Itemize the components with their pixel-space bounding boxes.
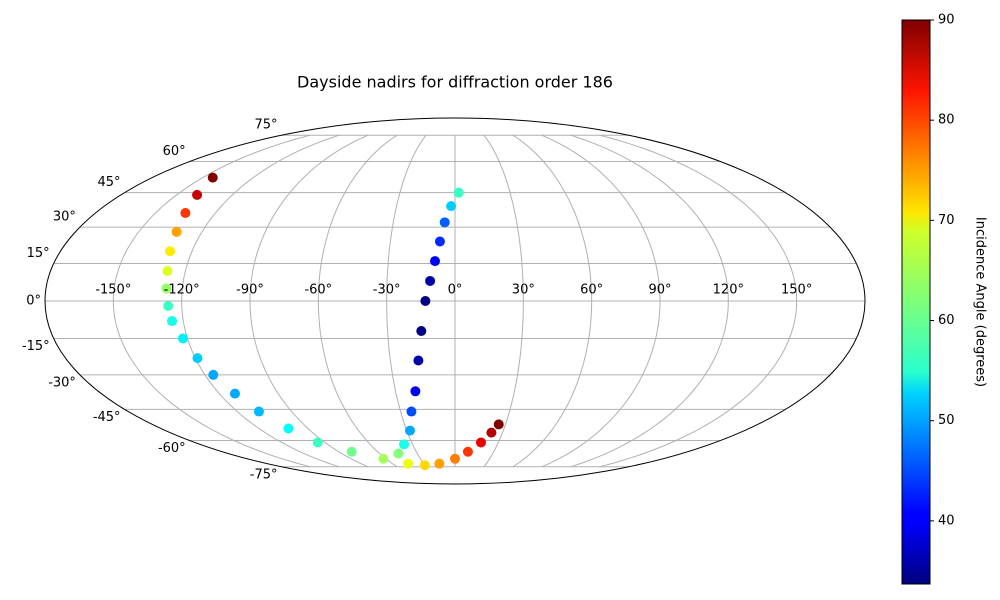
scatter-point	[177, 333, 188, 344]
grid-line	[386, 134, 427, 468]
scatter-point	[207, 172, 218, 183]
scatter-point	[161, 283, 172, 294]
scatter-point	[493, 419, 504, 430]
grid-line	[570, 134, 729, 468]
y-tick-label: 45°	[98, 175, 121, 190]
scatter-point	[162, 265, 173, 276]
y-tick-label: 15°	[27, 246, 50, 261]
scatter-point	[425, 275, 436, 286]
scatter-point	[434, 458, 445, 469]
x-tick-label: -120°	[164, 283, 200, 298]
y-tick-label: -15°	[22, 339, 50, 354]
x-tick-label: 0°	[448, 283, 463, 298]
scatter-point	[429, 256, 440, 267]
x-tick-label: 30°	[512, 283, 535, 298]
scatter-point	[192, 353, 203, 364]
grid-line	[112, 134, 311, 468]
grid-line	[599, 134, 798, 468]
y-tick-label: 60°	[163, 144, 186, 159]
colorbar-tick-label: 50	[938, 413, 955, 428]
scatter-point	[404, 425, 415, 436]
scatter-point	[476, 437, 487, 448]
scatter-point	[413, 355, 424, 366]
scatter-point	[312, 437, 323, 448]
colorbar-tick-label: 40	[938, 513, 955, 528]
scatter-point	[403, 458, 414, 469]
scatter-point	[486, 427, 497, 438]
scatter-point	[166, 316, 177, 327]
scatter-point	[419, 460, 430, 471]
grid-line	[483, 134, 524, 468]
x-tick-label: 120°	[713, 283, 744, 298]
scatter-point	[253, 406, 264, 417]
grid-line	[317, 134, 398, 468]
scatter-point	[229, 388, 240, 399]
x-tick-label: 90°	[648, 283, 671, 298]
scatter-point	[410, 386, 421, 397]
map-outline	[44, 117, 866, 485]
colorbar-label: Incidence Angle (degrees)	[973, 217, 988, 387]
x-tick-label: -30°	[373, 283, 401, 298]
y-tick-label: 75°	[254, 118, 277, 133]
scatter-point	[446, 201, 457, 212]
x-tick-label: 150°	[781, 283, 812, 298]
scatter-point	[439, 217, 450, 228]
y-tick-label: -30°	[48, 375, 76, 390]
x-tick-label: 60°	[580, 283, 603, 298]
y-tick-label: 0°	[26, 294, 41, 309]
y-tick-label: -60°	[158, 441, 186, 456]
scatter-point	[450, 453, 460, 464]
scatter-point	[453, 187, 464, 198]
scatter-point	[283, 423, 294, 434]
scatter-point	[399, 439, 410, 450]
grid-line	[541, 134, 661, 468]
y-tick-label: -45°	[93, 410, 121, 425]
y-tick-label: 30°	[53, 210, 76, 225]
y-tick-label: -75°	[250, 467, 278, 482]
colorbar-tick-label: 80	[938, 113, 955, 128]
scatter-point	[393, 448, 404, 459]
scatter-point	[180, 207, 191, 218]
scatter-point	[416, 326, 427, 337]
grid-line	[512, 134, 593, 468]
colorbar	[901, 19, 931, 585]
chart-title: Dayside nadirs for diffraction order 186	[297, 73, 613, 92]
grid-line	[181, 134, 340, 468]
scatter-point	[192, 189, 203, 200]
scatter-point	[420, 296, 431, 306]
scatter-point	[165, 246, 176, 257]
colorbar-tick-label: 60	[938, 313, 955, 328]
grid-line	[249, 134, 369, 468]
colorbar-tick-label: 70	[938, 213, 955, 228]
scatter-point	[208, 369, 219, 380]
scatter-point	[346, 446, 357, 457]
x-tick-label: -60°	[304, 283, 332, 298]
scatter-point	[378, 453, 389, 464]
scatter-point	[171, 226, 182, 237]
scatter-point	[163, 301, 174, 312]
scatter-point	[434, 236, 445, 247]
x-tick-label: -90°	[236, 283, 264, 298]
x-tick-label: -150°	[95, 283, 131, 298]
colorbar-tick-label: 90	[938, 13, 955, 28]
scatter-point	[406, 406, 417, 417]
scatter-point	[462, 446, 473, 457]
